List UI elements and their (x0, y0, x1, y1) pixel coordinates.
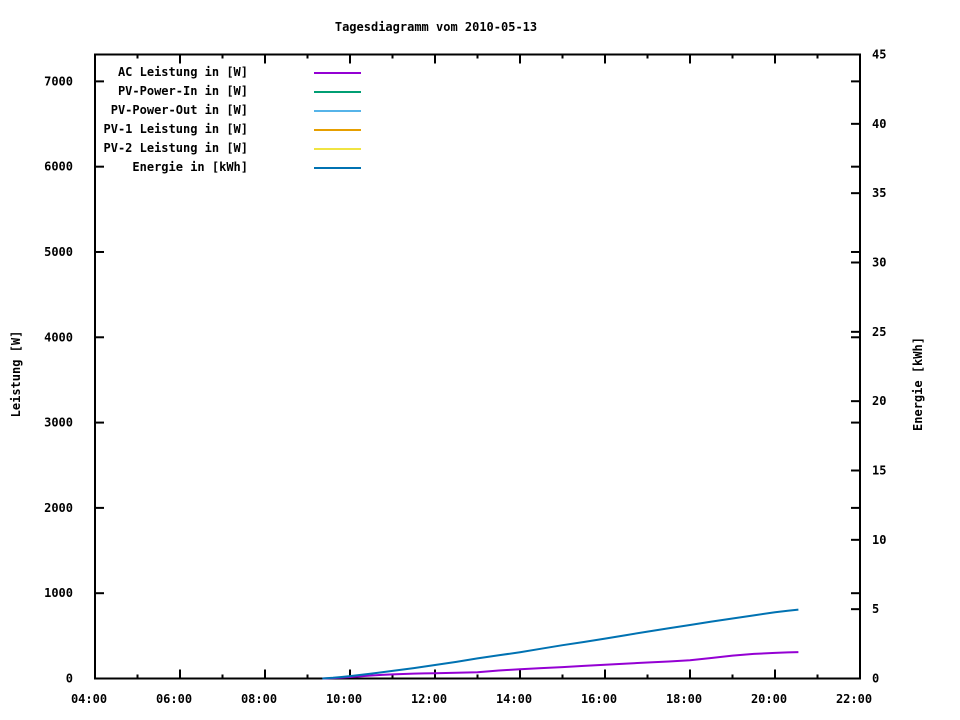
x-tick-label: 10:00 (326, 692, 362, 706)
legend-label: PV-1 Leistung in [W] (103, 122, 249, 136)
legend-swatch (314, 129, 361, 131)
legend-label: Energie in [kWh] (132, 160, 248, 174)
y-right-tick-label: 15 (872, 464, 886, 478)
y-left-tick-label: 7000 (44, 74, 73, 88)
series-line-energie-in-kwh (322, 608, 799, 680)
x-tick-label: 22:00 (836, 692, 872, 706)
legend-label: AC Leistung in [W] (117, 65, 248, 79)
y-left-tick-label: 4000 (44, 330, 73, 344)
y-right-tick-label: 0 (872, 672, 879, 686)
x-tick-label: 12:00 (411, 692, 447, 706)
legend-label: PV-2 Leistung in [W] (103, 141, 249, 155)
y-left-tick-label: 2000 (44, 501, 73, 515)
x-tick-label: 04:00 (71, 692, 107, 706)
y-left-tick-label: 6000 (44, 160, 73, 174)
legend-swatch (314, 110, 361, 112)
x-tick-label: 20:00 (751, 692, 787, 706)
y-left-tick-label: 1000 (44, 586, 73, 600)
x-tick-label: 06:00 (156, 692, 192, 706)
y-left-tick-label: 5000 (44, 245, 73, 259)
y-right-tick-label: 10 (872, 533, 886, 547)
legend-swatch (314, 148, 361, 150)
x-tick-label: 14:00 (496, 692, 532, 706)
y-right-tick-label: 20 (872, 394, 886, 408)
y-right-tick-label: 35 (872, 186, 886, 200)
legend-swatch (314, 72, 361, 74)
x-tick-label: 16:00 (581, 692, 617, 706)
legend-label: PV-Power-Out in [W] (110, 103, 248, 117)
x-tick-label: 18:00 (666, 692, 702, 706)
legend-label: PV-Power-In in [W] (117, 84, 248, 98)
legend-swatch (314, 167, 361, 169)
x-tick-label: 08:00 (241, 692, 277, 706)
y-right-tick-label: 40 (872, 117, 886, 131)
y-left-tick-label: 3000 (44, 416, 73, 430)
chart-title: Tagesdiagramm vom 2010-05-13 (334, 20, 538, 34)
y-right-tick-label: 30 (872, 256, 886, 270)
legend-swatch (314, 91, 361, 93)
y-right-tick-label: 45 (872, 48, 886, 62)
y-right-tick-label: 5 (872, 602, 879, 616)
y-right-tick-label: 25 (872, 325, 886, 339)
y-left-tick-label: 0 (66, 672, 73, 686)
series-line-ac-leistung-in-w (322, 651, 799, 680)
